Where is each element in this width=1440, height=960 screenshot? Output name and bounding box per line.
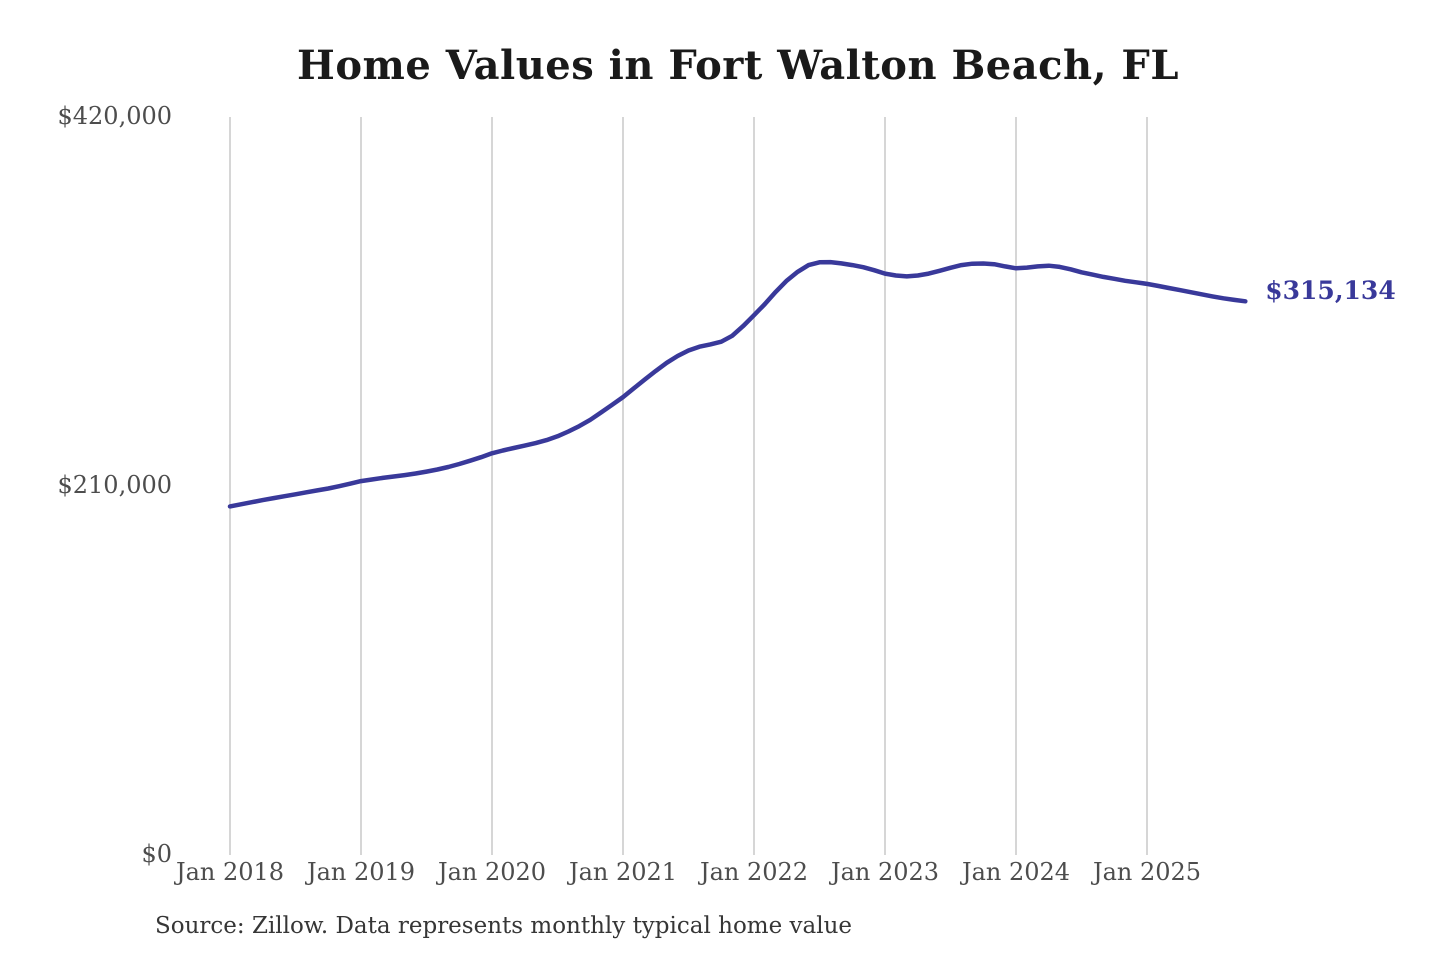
x-axis-tick-label: Jan 2024 xyxy=(961,858,1071,886)
y-axis-tick-label: $420,000 xyxy=(57,102,172,130)
chart-title: Home Values in Fort Walton Beach, FL xyxy=(297,42,1179,89)
x-axis-tick-label: Jan 2022 xyxy=(699,858,809,886)
source-note: Source: Zillow. Data represents monthly … xyxy=(155,913,853,939)
x-axis-tick-label: Jan 2021 xyxy=(568,858,678,886)
y-axis-tick-label: $0 xyxy=(141,840,172,868)
x-axis-tick-label: Jan 2019 xyxy=(306,858,416,886)
x-axis-tick-label: Jan 2025 xyxy=(1092,858,1202,886)
x-axis-tick-label: Jan 2018 xyxy=(175,858,285,886)
x-axis-tick-label: Jan 2023 xyxy=(830,858,940,886)
home-value-line xyxy=(227,259,1248,509)
x-axis-tick-label: Jan 2020 xyxy=(437,858,547,886)
latest-value-label: $315,134 xyxy=(1265,276,1396,306)
y-axis-tick-label: $210,000 xyxy=(57,471,172,499)
